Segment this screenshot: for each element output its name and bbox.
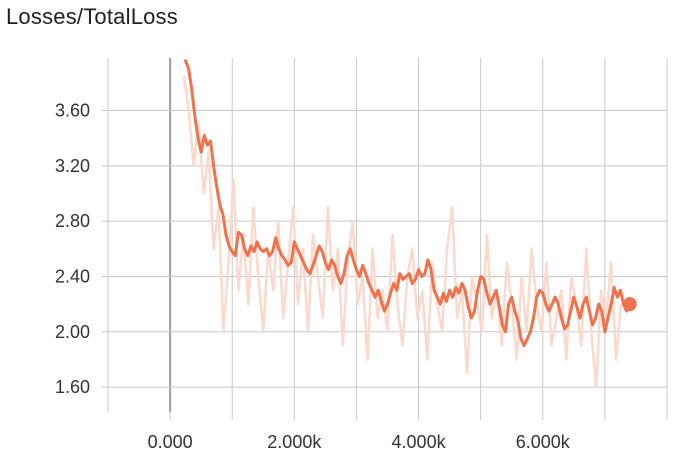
grid [102,58,668,420]
x-tick-label: 2.000k [267,432,322,452]
x-tick-label: 6.000k [516,432,571,452]
raw-line [182,75,623,389]
y-tick-label: 2.40 [55,266,90,286]
tick-labels: 0.000 2.000k 4.000k 6.000k 1.60 2.00 2.40 2.80 3… [55,101,571,452]
y-tick-label: 2.00 [55,322,90,342]
y-tick-label: 1.60 [55,377,90,397]
x-tick-label: 0.000 [148,432,193,452]
x-tick-label: 4.000k [392,432,447,452]
smoothed-series [184,59,637,348]
y-tick-label: 3.60 [55,101,90,121]
raw-series [182,75,623,389]
chart-title: Losses/TotalLoss [6,4,178,29]
y-tick-label: 2.80 [55,211,90,231]
y-tick-label: 3.20 [55,156,90,176]
last-point-marker[interactable] [622,297,637,312]
smoothed-line [184,59,632,348]
